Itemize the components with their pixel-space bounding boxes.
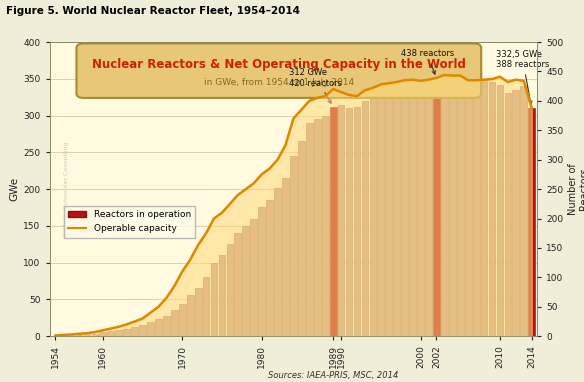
Text: 312 GWe
420 reactors: 312 GWe 420 reactors	[290, 68, 342, 103]
Text: Sources: IAEA-PRIS, MSC, 2014: Sources: IAEA-PRIS, MSC, 2014	[267, 371, 398, 380]
Bar	[92, 333, 98, 336]
Bar	[195, 288, 201, 336]
Bar	[306, 123, 312, 336]
Bar	[131, 327, 138, 336]
Bar	[489, 83, 495, 336]
Bar	[227, 244, 233, 336]
Text: Figure 5. World Nuclear Reactor Fleet, 1954–2014: Figure 5. World Nuclear Reactor Fleet, 1…	[6, 6, 300, 16]
Bar	[251, 219, 257, 336]
Bar	[187, 295, 193, 336]
Bar	[449, 77, 456, 336]
Bar	[370, 97, 376, 336]
Bar	[218, 255, 225, 336]
FancyBboxPatch shape	[77, 44, 481, 98]
Bar	[409, 83, 416, 336]
Text: Nuclear Reactors & Net Operating Capacity in the World: Nuclear Reactors & Net Operating Capacit…	[92, 58, 466, 71]
Bar	[425, 79, 432, 336]
Text: in GWe, from 1954 to 1 July 2014: in GWe, from 1954 to 1 July 2014	[204, 78, 354, 87]
Bar	[385, 90, 392, 336]
Bar	[417, 80, 424, 336]
Bar	[529, 108, 535, 336]
Bar	[513, 90, 519, 336]
Bar	[139, 325, 146, 336]
Bar	[235, 233, 241, 336]
Bar	[314, 119, 321, 336]
Bar	[282, 178, 289, 336]
Bar	[147, 322, 154, 336]
Bar	[107, 331, 114, 336]
Bar	[441, 76, 448, 336]
Bar	[354, 107, 360, 336]
Bar	[473, 79, 479, 336]
Text: © Mycle Schneider Consulting: © Mycle Schneider Consulting	[63, 141, 69, 237]
Bar	[290, 156, 297, 336]
Bar	[76, 335, 82, 336]
Bar	[322, 115, 329, 336]
Bar	[394, 86, 400, 336]
Bar	[457, 75, 464, 336]
Bar	[242, 226, 249, 336]
Bar	[361, 101, 369, 336]
Bar	[401, 85, 408, 336]
Text: 438 reactors: 438 reactors	[401, 50, 454, 74]
Bar	[274, 188, 281, 336]
Bar	[258, 207, 265, 336]
Bar	[338, 105, 345, 336]
Bar	[465, 77, 471, 336]
Bar	[116, 330, 122, 336]
Bar	[377, 94, 384, 336]
Bar	[520, 86, 527, 336]
Bar	[346, 108, 352, 336]
Bar	[203, 277, 210, 336]
Bar	[211, 262, 217, 336]
Y-axis label: GWe: GWe	[9, 177, 19, 201]
Bar	[496, 85, 503, 336]
Bar	[179, 304, 186, 336]
Bar	[433, 75, 440, 336]
Bar	[155, 319, 162, 336]
Bar	[481, 80, 488, 336]
Bar	[266, 200, 273, 336]
Bar	[60, 335, 67, 336]
Y-axis label: Number of
Reactors: Number of Reactors	[568, 163, 584, 215]
Bar	[330, 107, 336, 336]
Bar	[84, 334, 91, 336]
Bar	[298, 141, 305, 336]
Legend: Reactors in operation, Operable capacity: Reactors in operation, Operable capacity	[64, 206, 196, 238]
Bar	[99, 332, 106, 336]
Bar	[505, 94, 511, 336]
Text: 332,5 GWe
388 reactors: 332,5 GWe 388 reactors	[496, 50, 550, 104]
Bar	[123, 329, 130, 336]
Bar	[68, 335, 74, 336]
Bar	[163, 316, 170, 336]
Bar	[171, 311, 178, 336]
